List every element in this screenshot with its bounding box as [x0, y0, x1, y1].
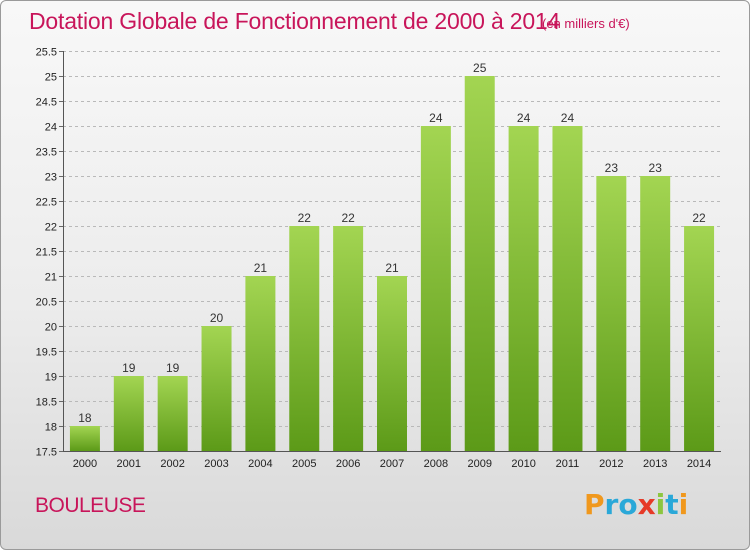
y-tick-label: 19: [45, 372, 57, 384]
logo-letter: r: [604, 488, 619, 521]
logo-letter: i: [678, 488, 689, 521]
data-label: 25: [473, 61, 487, 75]
bar-2005: [289, 226, 320, 451]
bar-2008: [420, 126, 451, 451]
y-tick-label: 20: [45, 322, 57, 334]
bar-2003: [201, 326, 232, 451]
y-tick-label: 20.5: [36, 297, 57, 309]
y-tick-label: 18: [45, 422, 57, 434]
data-label: 24: [429, 111, 443, 125]
bar-2010: [508, 126, 539, 451]
bar-2014: [684, 226, 715, 451]
y-tick-label: 22.5: [36, 197, 57, 209]
logo-letter: x: [637, 488, 656, 521]
bar-2006: [333, 226, 364, 451]
x-tick-label: 2014: [687, 458, 711, 470]
y-tick-label: 25.5: [36, 47, 57, 59]
chart-title: Dotation Globale de Fonctionnement de 20…: [29, 8, 561, 34]
y-tick-label: 17.5: [36, 447, 57, 459]
x-tick-label: 2002: [160, 458, 184, 470]
x-tick-label: 2007: [380, 458, 404, 470]
data-label: 20: [210, 311, 224, 325]
y-tick-label: 18.5: [36, 397, 57, 409]
data-label: 19: [166, 361, 180, 375]
x-tick-label: 2009: [467, 458, 491, 470]
bar-2002: [157, 376, 188, 451]
data-label: 22: [298, 211, 312, 225]
y-tick-label: 23.5: [36, 147, 57, 159]
bar-2004: [245, 276, 276, 451]
x-tick-label: 2004: [248, 458, 272, 470]
data-label: 21: [385, 261, 399, 275]
axes: [63, 51, 721, 452]
x-tick-label: 2010: [511, 458, 535, 470]
y-tick-label: 24.5: [36, 97, 57, 109]
bar-2013: [640, 176, 671, 451]
logo-letter: o: [618, 488, 638, 521]
chart-subtitle: (en milliers d'€): [542, 16, 630, 31]
y-axis-ticks: 17.5 18 18.5 19 19.5 20 20.5 21 21.5 22 22.5 23 23.5…: [36, 47, 63, 459]
x-tick-label: 2013: [643, 458, 667, 470]
y-tick-label: 19.5: [36, 347, 57, 359]
y-tick-label: 25: [45, 72, 57, 84]
data-label: 23: [605, 161, 619, 175]
bar-2001: [113, 376, 144, 451]
data-label: 24: [517, 111, 531, 125]
data-label: 19: [122, 361, 136, 375]
y-tick-label: 21.5: [36, 247, 57, 259]
data-label: 23: [649, 161, 663, 175]
logo-letter: P: [584, 488, 605, 521]
x-tick-label: 2001: [117, 458, 141, 470]
y-tick-label: 22: [45, 222, 57, 234]
x-tick-label: 2008: [424, 458, 448, 470]
data-label: 22: [692, 211, 706, 225]
x-axis-ticks: 2000 2001 2002 2003 2004 2005 2006 2007 2008 2009…: [73, 458, 712, 470]
bar-2007: [377, 276, 407, 451]
proxiti-logo[interactable]: Proxiti: [584, 488, 688, 521]
logo-letter: i: [655, 488, 666, 521]
data-label: 18: [78, 411, 92, 425]
logo-letter: t: [665, 488, 679, 521]
bar-2009: [464, 76, 495, 451]
commune-name: BOULEUSE: [35, 494, 146, 517]
x-tick-label: 2006: [336, 458, 360, 470]
bar-2000: [69, 426, 100, 451]
x-tick-label: 2000: [73, 458, 97, 470]
x-tick-label: 2005: [292, 458, 316, 470]
data-label: 22: [341, 211, 355, 225]
x-tick-label: 2012: [599, 458, 623, 470]
y-tick-label: 24: [45, 122, 57, 134]
y-tick-label: 23: [45, 172, 57, 184]
bar-2012: [596, 176, 627, 451]
y-tick-label: 21: [45, 272, 57, 284]
bar-2011: [552, 126, 583, 451]
data-label: 21: [254, 261, 268, 275]
bars: 18 19 19 20 21 22 22 21 24 25 24 24 23 23 22: [69, 61, 715, 451]
x-tick-label: 2003: [204, 458, 228, 470]
x-tick-label: 2011: [556, 458, 580, 470]
data-label: 24: [561, 111, 575, 125]
